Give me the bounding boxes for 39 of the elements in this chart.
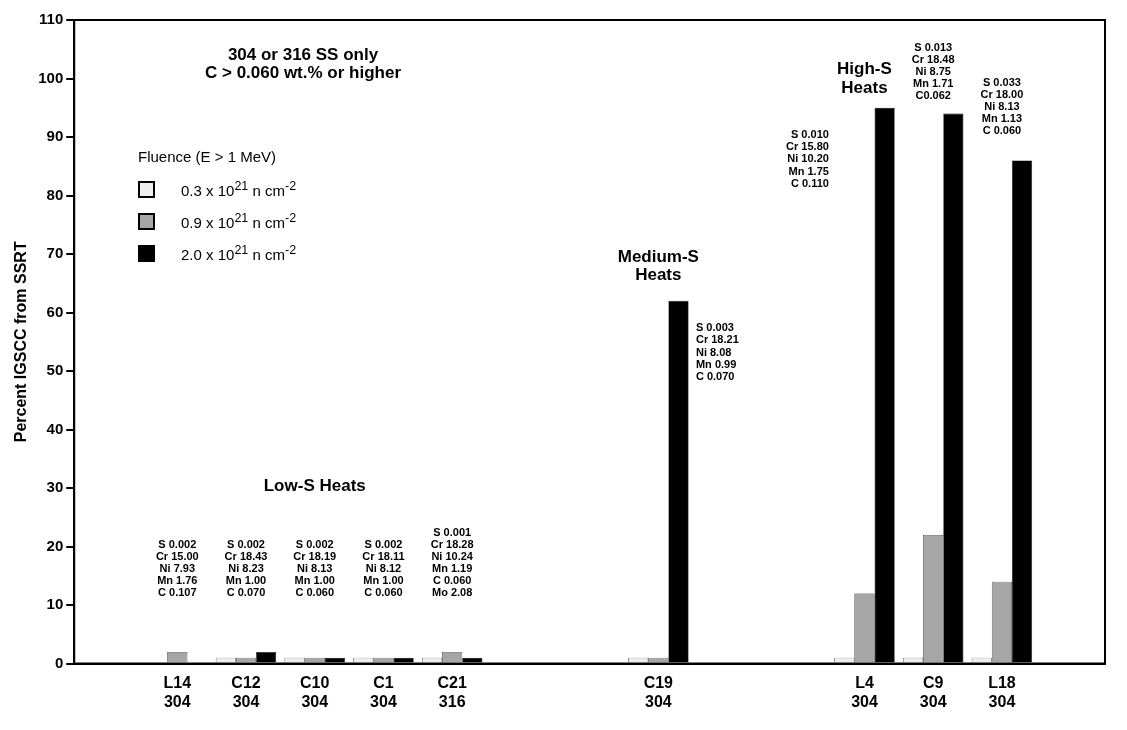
x-tick-label: C1 304 [370,673,397,710]
y-tick-label: 0 [54,653,64,671]
x-tick-label: C19 304 [643,673,674,710]
y-tick-label: 50 [46,361,64,379]
annotation: Low-S Heats [263,475,366,495]
annotation: S 0.002 Cr 18.19 Ni 8.13 Mn 1.00 C 0.060 [293,537,337,599]
y-tick-label: 100 [38,68,64,86]
y-tick-label: 40 [46,419,64,437]
annotation: 304 or 316 SS only C > 0.060 wt.% or higher [204,45,402,82]
legend-label: 2.0 x 10$^{21}$ n cm$^{-2}$ [181,243,297,263]
legend-label: 0.3 x 10$^{21}$ n cm$^{-2}$ [181,179,297,199]
annotation: S 0.013 Cr 18.48 Ni 8.75 Mn 1.71 C0.062 [911,40,955,101]
legend-label: 0.9 x 10$^{21}$ n cm$^{-2}$ [181,211,297,231]
annotation: High-S Heats [837,59,892,98]
y-tick-label: 110 [39,10,64,28]
annotation: S 0.003 Cr 18.21 Ni 8.08 Mn 0.99 C 0.070 [695,321,739,382]
annotation: S 0.010 Cr 15.80 Ni 10.20 Mn 1.75 C 0.110 [786,128,829,189]
annotation: Medium-S Heats [617,246,699,285]
annotation: S 0.002 Cr 18.11 Ni 8.12 Mn 1.00 C 0.060 [362,537,405,599]
y-tick-label: 80 [46,185,64,203]
x-tick-label: L18 304 [988,673,1016,710]
annotation: S 0.033 Cr 18.00 Ni 8.13 Mn 1.13 C 0.060 [980,75,1024,137]
y-tick-label: 90 [46,127,64,145]
y-tick-label: 10 [46,595,64,613]
y-tick-label: 60 [46,302,64,320]
y-tick-label: 30 [46,478,64,496]
x-tick-label: C10 304 [300,673,330,710]
x-tick-label: C12 304 [231,673,261,710]
y-axis-title: Percent IGSCC from SSRT [12,241,30,443]
annotation: S 0.002 Cr 15.00 Ni 7.93 Mn 1.76 C 0.107 [155,537,199,599]
x-tick-label: L14 304 [163,673,192,710]
annotation: S 0.001 Cr 18.28 Ni 10.24 Mn 1.19 C 0.060 Mo 2.08 [430,525,474,599]
x-tick-label: C9 304 [919,673,947,710]
x-tick-label: C21 316 [437,673,467,710]
legend-title: Fluence (E > 1 MeV) [138,148,277,165]
annotation: S 0.002 Cr 18.43 Ni 8.23 Mn 1.00 C 0.070 [224,537,268,599]
x-tick-label: L4 304 [851,673,878,710]
y-tick-label: 20 [46,536,64,554]
y-tick-label: 70 [46,244,64,262]
